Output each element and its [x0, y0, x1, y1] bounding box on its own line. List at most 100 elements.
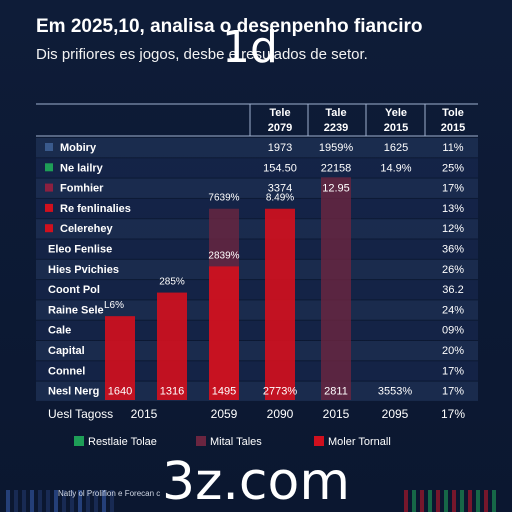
- row-label: Eleo Fenlise: [48, 244, 112, 256]
- row-cell: 1640: [108, 386, 132, 398]
- column-header-3: Tole: [442, 107, 464, 119]
- footer-stripe: [94, 490, 98, 512]
- footer-stripe: [452, 490, 456, 512]
- footer-stripe: [484, 490, 488, 512]
- footer-stripe: [110, 490, 114, 512]
- table-row: [36, 178, 478, 198]
- row-label: Ne lailry: [60, 162, 104, 174]
- footer-stripe: [404, 490, 408, 512]
- row-cell: 2773%: [263, 386, 297, 398]
- footer-stripe: [54, 490, 58, 512]
- table-row: [36, 219, 478, 239]
- bar-moler-tornall-2: [209, 266, 239, 400]
- row-cell: 26%: [442, 264, 464, 276]
- row-cell: 3553%: [378, 386, 412, 398]
- footer-stripe: [460, 490, 464, 512]
- row-cell: 17%: [442, 386, 464, 398]
- legend-swatch: [196, 436, 206, 446]
- data-label: 2839%: [208, 250, 239, 261]
- overlay-mark: 1d: [222, 22, 278, 73]
- footer-stripe: [46, 490, 50, 512]
- column-header-1: Tale: [325, 107, 346, 119]
- row-cell: 17%: [442, 365, 464, 377]
- column-header-0: Tele: [269, 107, 290, 119]
- footer-stripe: [436, 490, 440, 512]
- row-cell: 1625: [384, 142, 408, 154]
- row-label: Celerehey: [60, 223, 113, 235]
- row-cell: 1495: [212, 386, 236, 398]
- row-label: Nesl Nerg: [48, 386, 99, 398]
- footer-stripe: [22, 490, 26, 512]
- legend-label: Restlaie Tolae: [88, 436, 157, 448]
- row-cell: 1959%: [319, 142, 353, 154]
- row-label: Coont Pol: [48, 284, 100, 296]
- row-cell: 3374: [268, 183, 292, 195]
- row-label: Cale: [48, 325, 71, 337]
- row-swatch: [45, 143, 53, 151]
- data-label: 7639%: [208, 193, 239, 204]
- row-cell: 1316: [160, 386, 184, 398]
- row-cell: 36%: [442, 244, 464, 256]
- row-swatch: [45, 183, 53, 192]
- footer-stripe: [78, 490, 82, 512]
- bar-moler-tornall-3: [265, 208, 295, 400]
- legend-label: Moler Tornall: [328, 436, 391, 448]
- x-tick-label: 2015: [323, 407, 350, 421]
- table-row: [36, 239, 478, 259]
- legend-swatch: [314, 436, 324, 446]
- x-tick-label: 2090: [267, 407, 294, 421]
- bar-mital-tales-4: [321, 177, 351, 400]
- watermark: 3z.com: [162, 452, 350, 512]
- row-label: Re fenlinalies: [60, 203, 131, 215]
- column-header-year-3: 2015: [441, 122, 465, 134]
- footnote: Natly ol Prolifion e Forecan c: [58, 489, 161, 498]
- footer-stripe: [62, 490, 66, 512]
- data-label: 285%: [159, 277, 185, 288]
- footer-stripe: [14, 490, 18, 512]
- table-row: [36, 361, 478, 381]
- row-cell: 17%: [442, 183, 464, 195]
- table-row: [36, 259, 478, 280]
- row-swatch: [45, 203, 53, 212]
- row-cell: 36.2: [442, 284, 463, 296]
- footer-stripe: [420, 490, 424, 512]
- footer-stripe: [86, 490, 90, 512]
- row-cell: 25%: [442, 162, 464, 174]
- table-row: [36, 381, 478, 401]
- data-label: L6%: [104, 300, 124, 311]
- x-tick-label: 2095: [382, 407, 409, 421]
- row-cell: 09%: [442, 325, 464, 337]
- footer-stripe: [468, 490, 472, 512]
- row-cell: 22158: [321, 162, 352, 174]
- row-swatch: [45, 163, 53, 172]
- row-label: Capital: [48, 345, 85, 357]
- row-label: Fomhier: [60, 183, 104, 195]
- row-label: Mobiry: [60, 142, 97, 154]
- column-header-2: Yele: [385, 107, 407, 119]
- footer-stripe: [492, 490, 496, 512]
- x-tick-label: 2059: [211, 407, 238, 421]
- footer-stripe: [70, 490, 74, 512]
- column-header-year-0: 2079: [268, 122, 292, 134]
- data-label: 8.49%: [266, 193, 294, 204]
- footer-stripe: [102, 490, 106, 512]
- x-tick-label: 2015: [131, 407, 158, 421]
- footer-stripe: [444, 490, 448, 512]
- row-cell: 14.9%: [380, 162, 411, 174]
- category-row-last: 17%: [441, 407, 465, 421]
- footer-stripe: [476, 490, 480, 512]
- footer-stripe: [412, 490, 416, 512]
- row-cell: 20%: [442, 345, 464, 357]
- column-header-year-2: 2015: [384, 122, 408, 134]
- table-row: [36, 341, 478, 361]
- row-cell: 12.95: [322, 183, 350, 195]
- row-cell: 154.50: [263, 162, 297, 174]
- row-swatch: [45, 224, 53, 233]
- row-cell: 24%: [442, 304, 464, 316]
- row-label: Raine Sele: [48, 304, 104, 316]
- bar-moler-tornall-1: [157, 292, 187, 400]
- page-title: Em 2025,10, analisa o desenpenho fiancir…: [36, 16, 423, 37]
- row-cell: 2811: [324, 386, 348, 398]
- row-label: Hies Pvichies: [48, 264, 119, 276]
- row-cell: 12%: [442, 223, 464, 235]
